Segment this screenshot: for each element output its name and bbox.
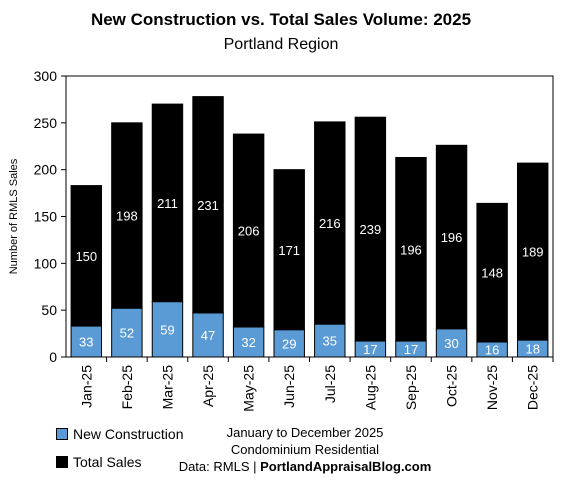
bar-total-sales — [476, 202, 508, 343]
x-tick-label: Aug-25 — [362, 365, 378, 410]
bar-new-construction — [273, 329, 305, 358]
x-tick-label: Jan-25 — [78, 365, 94, 408]
legend-item-new-construction: New Construction — [56, 426, 184, 442]
legend-label-new-construction: New Construction — [73, 426, 184, 442]
bar-new-construction — [476, 341, 508, 358]
data-label-new-construction: 17 — [363, 342, 377, 357]
data-label-total-sales: 206 — [238, 224, 260, 239]
note-source: Data: RMLS | PortlandAppraisalBlog.com — [160, 459, 450, 474]
data-label-new-construction: 17 — [404, 342, 418, 357]
bar-total-sales — [151, 103, 184, 303]
y-tick-label: 50 — [41, 302, 57, 318]
bar-new-construction — [70, 325, 103, 358]
x-tick-label: Apr-25 — [200, 365, 216, 407]
data-label-total-sales: 239 — [360, 222, 382, 237]
data-label-new-construction: 35 — [323, 334, 337, 349]
data-label-total-sales: 231 — [197, 198, 219, 213]
note-source-site: PortlandAppraisalBlog.com — [260, 459, 432, 474]
data-label-total-sales: 171 — [278, 243, 300, 258]
data-label-total-sales: 198 — [116, 209, 138, 224]
note-source-prefix: Data: RMLS | — [178, 459, 261, 474]
data-label-total-sales: 211 — [157, 196, 178, 211]
stacked-bar-chart: 0 50 100 150 200 250 300 Number of RMLS Sales 15… — [8, 68, 554, 412]
data-label-new-construction: 30 — [444, 336, 458, 351]
chart-title: New Construction vs. Total Sales Volume:… — [90, 10, 472, 29]
bar-new-construction — [232, 326, 265, 358]
chart-subtitle: Portland Region — [223, 36, 339, 53]
bar-total-sales — [435, 144, 468, 330]
data-label-total-sales: 196 — [441, 230, 463, 245]
x-tick-label: May-25 — [241, 365, 257, 412]
bar-new-construction — [151, 301, 184, 358]
legend-item-total-sales: Total Sales — [56, 454, 141, 470]
y-axis-label: Number of RMLS Sales — [8, 158, 20, 274]
legend-swatch-new-construction — [56, 428, 68, 440]
data-label-new-construction: 16 — [485, 343, 499, 358]
bar-total-sales — [111, 122, 143, 309]
data-label-total-sales: 150 — [75, 249, 97, 264]
note-property-type: Condominium Residential — [230, 442, 380, 457]
x-tick-label: Jul-25 — [322, 365, 338, 403]
data-label-new-construction: 29 — [282, 336, 296, 351]
y-tick-label: 200 — [34, 162, 58, 178]
bar-new-construction — [354, 340, 387, 358]
bar-total-sales — [232, 133, 265, 328]
legend-swatch-total-sales — [56, 456, 68, 468]
bar-total-sales — [516, 162, 549, 341]
data-label-new-construction: 32 — [241, 335, 255, 350]
x-tick-label: Feb-25 — [119, 365, 135, 410]
bar-total-sales — [70, 185, 103, 327]
data-label-new-construction: 18 — [525, 342, 539, 357]
y-tick-label: 150 — [34, 209, 58, 225]
legend-label-total-sales: Total Sales — [73, 454, 142, 470]
x-tick-label: Oct-25 — [444, 365, 460, 407]
data-label-new-construction: 52 — [120, 326, 134, 341]
data-label-total-sales: 196 — [400, 242, 422, 257]
bar-new-construction — [192, 312, 224, 358]
note-period: January to December 2025 — [226, 425, 384, 440]
data-label-total-sales: 216 — [319, 216, 341, 231]
x-tick-label: Mar-25 — [159, 365, 175, 410]
data-label-total-sales: 148 — [481, 266, 503, 281]
data-label-new-construction: 47 — [201, 328, 215, 343]
x-tick-label: Nov-25 — [484, 365, 500, 410]
bar-new-construction — [314, 323, 346, 358]
data-label-total-sales: 189 — [522, 245, 544, 260]
y-tick-label: 300 — [34, 68, 58, 84]
data-label-new-construction: 33 — [79, 335, 93, 350]
y-tick-label: 250 — [34, 115, 58, 131]
bar-new-construction — [435, 328, 468, 358]
x-tick-label: Jun-25 — [281, 365, 297, 408]
bar-new-construction — [516, 339, 549, 358]
x-tick-label: Sep-25 — [403, 365, 419, 410]
bar-new-construction — [111, 307, 143, 358]
bar-total-sales — [314, 121, 346, 325]
data-label-new-construction: 59 — [160, 322, 174, 337]
bar-new-construction — [395, 340, 427, 358]
y-tick-label: 0 — [49, 349, 57, 365]
y-tick-label: 100 — [34, 255, 58, 271]
x-tick-label: Dec-25 — [525, 365, 541, 410]
